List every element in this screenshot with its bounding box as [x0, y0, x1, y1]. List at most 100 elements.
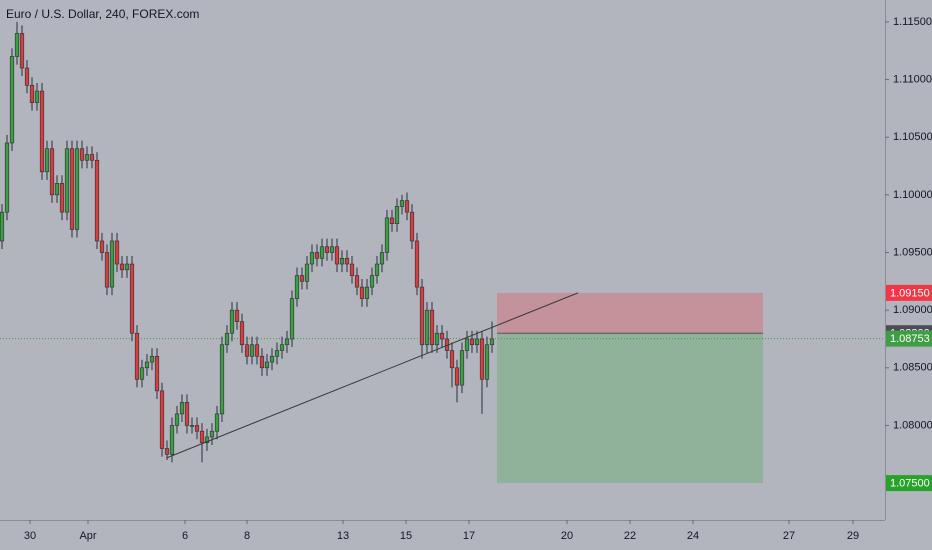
- y-tick-label: 1.11000: [893, 73, 932, 85]
- candle-body: [99, 240, 105, 253]
- candle-body: [79, 148, 85, 161]
- candle-body: [39, 90, 45, 173]
- candle-body: [319, 246, 325, 259]
- candle-body: [264, 361, 270, 369]
- candle-body: [374, 263, 380, 276]
- candle-body: [439, 332, 445, 340]
- candle-body: [159, 390, 165, 449]
- candle-body: [309, 252, 315, 265]
- candle-body: [229, 309, 235, 334]
- candle-body: [114, 240, 120, 265]
- candle-body: [274, 350, 280, 357]
- candle-body: [314, 252, 320, 259]
- candle-body: [304, 263, 310, 282]
- candle-body: [89, 154, 95, 161]
- candle-body: [394, 206, 400, 224]
- candle-body: [454, 367, 460, 386]
- price-tag: [886, 330, 932, 347]
- candle-body: [174, 413, 180, 426]
- candle-body: [489, 338, 495, 346]
- price-tag: [886, 284, 932, 301]
- candle-body: [249, 344, 255, 357]
- candle-body: [189, 425, 195, 427]
- x-tick-label: 24: [687, 530, 699, 542]
- x-tick-label: 22: [624, 530, 636, 542]
- x-tick-label: 17: [463, 530, 475, 542]
- candle-body: [144, 361, 150, 369]
- candle-body: [44, 148, 50, 173]
- candle-body: [14, 33, 20, 57]
- plot: [0, 21, 885, 484]
- x-tick-label: 20: [561, 530, 573, 542]
- candle-body: [84, 154, 90, 161]
- candle-body: [119, 263, 125, 271]
- candle-body: [69, 148, 75, 230]
- candle-body: [154, 355, 160, 392]
- candle-body: [389, 217, 395, 224]
- candle-body: [404, 200, 410, 213]
- candle-body: [4, 142, 10, 213]
- trendline: [166, 292, 579, 459]
- candle-body: [459, 350, 465, 386]
- candle-body: [214, 413, 220, 432]
- x-tick-label: 30: [24, 530, 36, 542]
- stop-zone: [497, 292, 763, 334]
- candle-body: [424, 309, 430, 346]
- candle-body: [74, 148, 80, 230]
- y-tick-label: 1.08500: [893, 362, 932, 374]
- candle-body: [384, 217, 390, 253]
- price-tag-label: 1.08753: [890, 333, 930, 345]
- candle-body: [24, 67, 30, 86]
- y-tick-label: 1.09500: [893, 246, 932, 258]
- x-tick-label: 13: [337, 530, 349, 542]
- candle-body: [59, 183, 65, 213]
- candle-body: [224, 332, 230, 346]
- candle-body: [434, 332, 440, 346]
- candle-body: [29, 85, 35, 103]
- candle-body: [194, 425, 200, 432]
- candle-body: [49, 148, 55, 196]
- candle-body: [259, 355, 265, 369]
- candle-body: [359, 286, 365, 299]
- x-tick-label: 27: [783, 530, 795, 542]
- candle-body: [179, 402, 185, 415]
- candle-body: [169, 425, 175, 455]
- candle-body: [479, 338, 485, 380]
- candle-body: [449, 350, 455, 369]
- candle-body: [124, 263, 130, 271]
- candle-body: [324, 246, 330, 253]
- candle-body: [139, 367, 145, 380]
- x-tick-label: 29: [847, 530, 859, 542]
- target-zone: [497, 333, 763, 484]
- candle-body: [64, 148, 70, 213]
- candle-body: [339, 257, 345, 265]
- x-tick-label: 8: [244, 530, 250, 542]
- candle-body: [254, 344, 260, 357]
- candle-body: [34, 90, 40, 103]
- candle-body: [379, 252, 385, 265]
- candle-body: [474, 338, 480, 346]
- y-tick-label: 1.08000: [893, 419, 932, 431]
- x-tick-label: 6: [182, 530, 188, 542]
- candle-body: [349, 263, 355, 276]
- candle-body: [109, 240, 115, 288]
- candle-body: [284, 338, 290, 346]
- candle-body: [149, 355, 155, 363]
- candle-body: [344, 257, 350, 265]
- candle-body: [279, 344, 285, 351]
- candle-body: [399, 200, 405, 207]
- chart-title: Euro / U.S. Dollar, 240, FOREX.com: [6, 7, 199, 21]
- y-tick-label: 1.10000: [893, 189, 932, 201]
- candle-body: [199, 430, 205, 444]
- candle-body: [19, 33, 25, 69]
- candle-body: [184, 402, 190, 426]
- candle-body: [289, 298, 295, 340]
- price-tag-label: 1.07500: [890, 478, 930, 490]
- x-tick-label: Apr: [79, 530, 96, 542]
- candle-body: [294, 275, 300, 299]
- candle-body: [469, 338, 475, 346]
- candle-body: [164, 448, 170, 455]
- candle-body: [464, 338, 470, 351]
- candle-body: [104, 252, 110, 288]
